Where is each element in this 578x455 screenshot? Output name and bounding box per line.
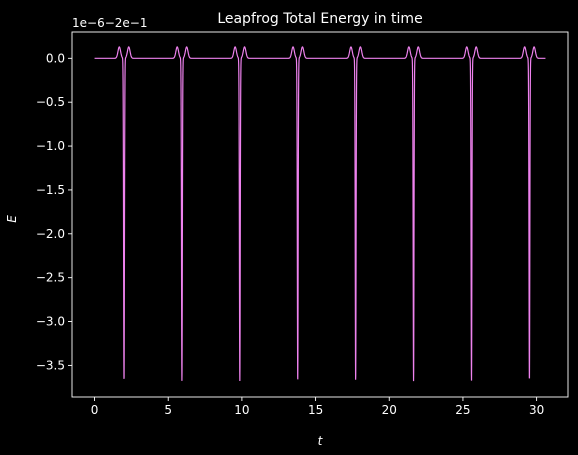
y-tick-label: −2.5	[36, 271, 65, 285]
y-tick-label: 0.0	[46, 51, 65, 65]
x-tick-label: 5	[164, 403, 172, 417]
chart-title: Leapfrog Total Energy in time	[217, 11, 422, 27]
x-axis-label: t	[318, 434, 324, 448]
x-tick-label: 30	[529, 403, 544, 417]
x-tick-label: 10	[234, 403, 249, 417]
x-tick-label: 0	[91, 403, 99, 417]
plot-area: 0 5 10 15 20 25 30 0.0 −0.5 −1.0 −1.5 −2.0 −2.5 −3.0 −…	[36, 31, 569, 417]
y-tick-label: −2.0	[36, 227, 65, 241]
y-tick-label: −3.0	[36, 315, 65, 329]
x-tick-label: 15	[308, 403, 323, 417]
y-tick-label: −1.0	[36, 139, 65, 153]
x-tick-label: 25	[455, 403, 470, 417]
x-tick-label: 20	[382, 403, 397, 417]
y-tick-label: −0.5	[36, 95, 65, 109]
y-axis-label: E	[5, 215, 19, 223]
y-tick-label: −1.5	[36, 183, 65, 197]
energy-series-line	[94, 46, 546, 382]
axis-offset-label: 1e−6−2e−1	[72, 16, 147, 30]
axes-frame	[71, 31, 569, 398]
y-tick-label: −3.5	[36, 358, 65, 372]
